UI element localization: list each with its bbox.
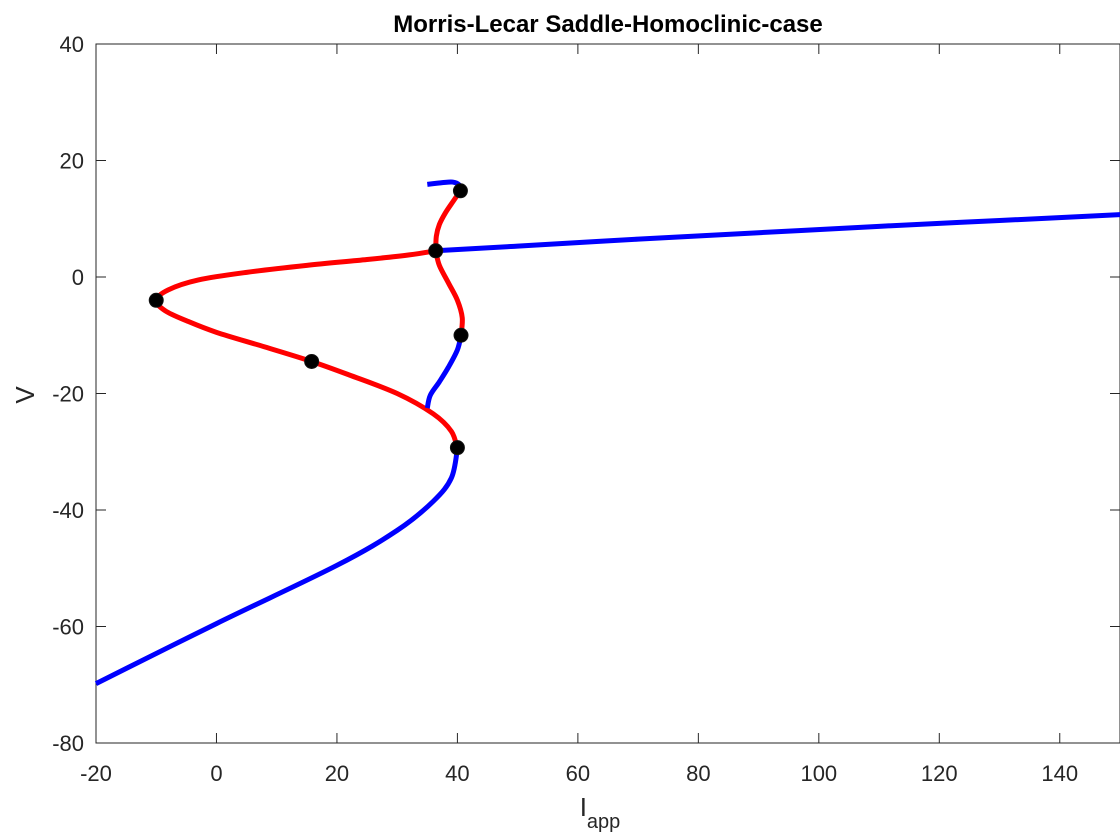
x-tick-label: -20 bbox=[80, 761, 112, 786]
stable-branch-line bbox=[424, 334, 464, 409]
bifurcation-point-marker bbox=[449, 440, 465, 456]
chart-title: Morris-Lecar Saddle-Homoclinic-case bbox=[393, 11, 822, 38]
bifurcation-point-marker bbox=[428, 243, 444, 259]
x-tick-label: 140 bbox=[1041, 761, 1078, 786]
x-axis-label-subscript: app bbox=[587, 811, 620, 833]
x-tick-label: 40 bbox=[445, 761, 469, 786]
y-tick-label: 20 bbox=[60, 149, 84, 174]
y-axis: -80 -60 -40 -20 0 20 40 bbox=[52, 32, 1120, 756]
bifurcation-point-marker bbox=[304, 353, 320, 369]
x-tick-label: 20 bbox=[325, 761, 349, 786]
x-tick-label: 120 bbox=[921, 761, 958, 786]
marker-layer bbox=[148, 183, 469, 456]
bifurcation-point-marker bbox=[453, 327, 469, 343]
x-tick-label: 100 bbox=[800, 761, 837, 786]
x-tick-label: 0 bbox=[210, 761, 222, 786]
stable-branch-line bbox=[94, 448, 460, 686]
y-axis-label: V bbox=[10, 386, 40, 404]
y-tick-label: -40 bbox=[52, 498, 84, 523]
y-tick-label: -80 bbox=[52, 731, 84, 756]
y-tick-label: -20 bbox=[52, 382, 84, 407]
bifurcation-point-marker bbox=[148, 292, 164, 308]
stable-branch-line bbox=[435, 212, 1120, 254]
x-tick-label: 80 bbox=[686, 761, 710, 786]
y-tick-label: 0 bbox=[72, 265, 84, 290]
unstable-branch-line bbox=[153, 248, 460, 450]
x-axis-label: Iapp bbox=[580, 792, 621, 833]
x-tick-label: 60 bbox=[566, 761, 590, 786]
plot-area bbox=[95, 43, 1120, 744]
x-axis-label-main: I bbox=[580, 792, 587, 822]
y-tick-label: 40 bbox=[60, 32, 84, 57]
x-axis: -20 0 20 40 60 80 100 120 140 bbox=[80, 44, 1078, 786]
bifurcation-point-marker bbox=[452, 183, 468, 199]
y-tick-label: -60 bbox=[52, 615, 84, 640]
unstable-branch-line bbox=[433, 250, 465, 336]
unstable-branch-line bbox=[433, 189, 463, 251]
